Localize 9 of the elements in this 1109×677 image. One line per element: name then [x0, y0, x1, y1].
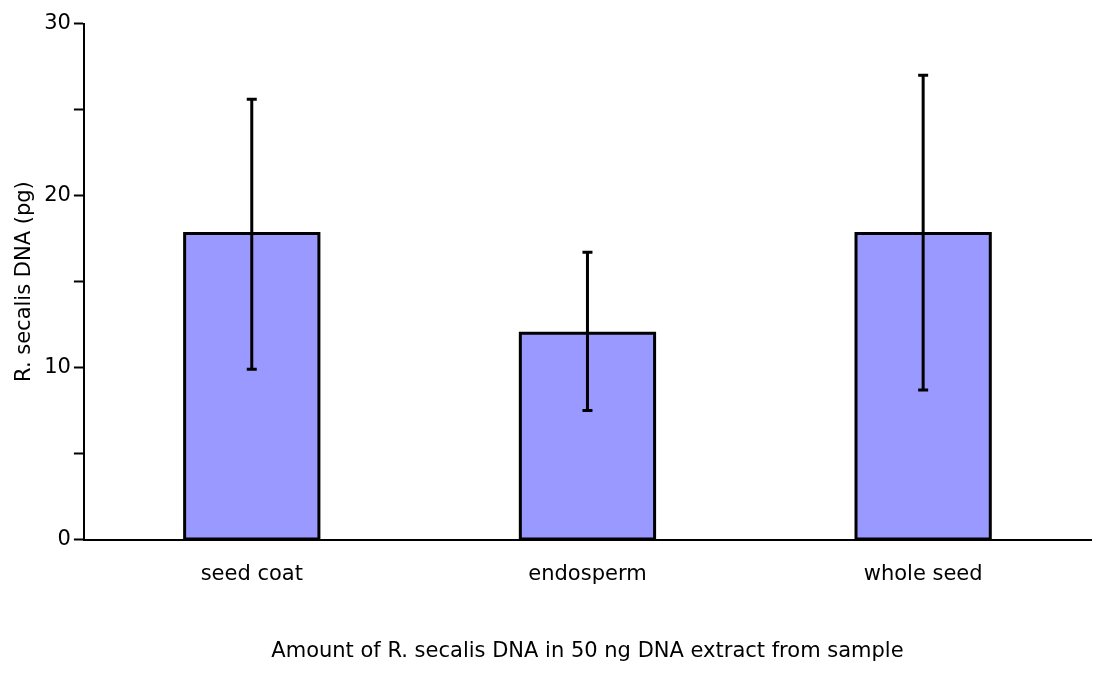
x-tick-label: endosperm — [528, 560, 647, 585]
x-axis-title: Amount of R. secalis DNA in 50 ng DNA extract from sample — [271, 637, 904, 662]
x-tick-label: seed coat — [200, 560, 303, 585]
y-axis-title: R. secalis DNA (pg) — [11, 181, 36, 382]
y-tick-label: 10 — [44, 354, 71, 379]
x-tick-label: whole seed — [863, 560, 983, 585]
y-tick-label: 20 — [44, 182, 71, 207]
y-tick-label: 0 — [57, 526, 71, 551]
y-tick-label: 30 — [44, 10, 71, 35]
